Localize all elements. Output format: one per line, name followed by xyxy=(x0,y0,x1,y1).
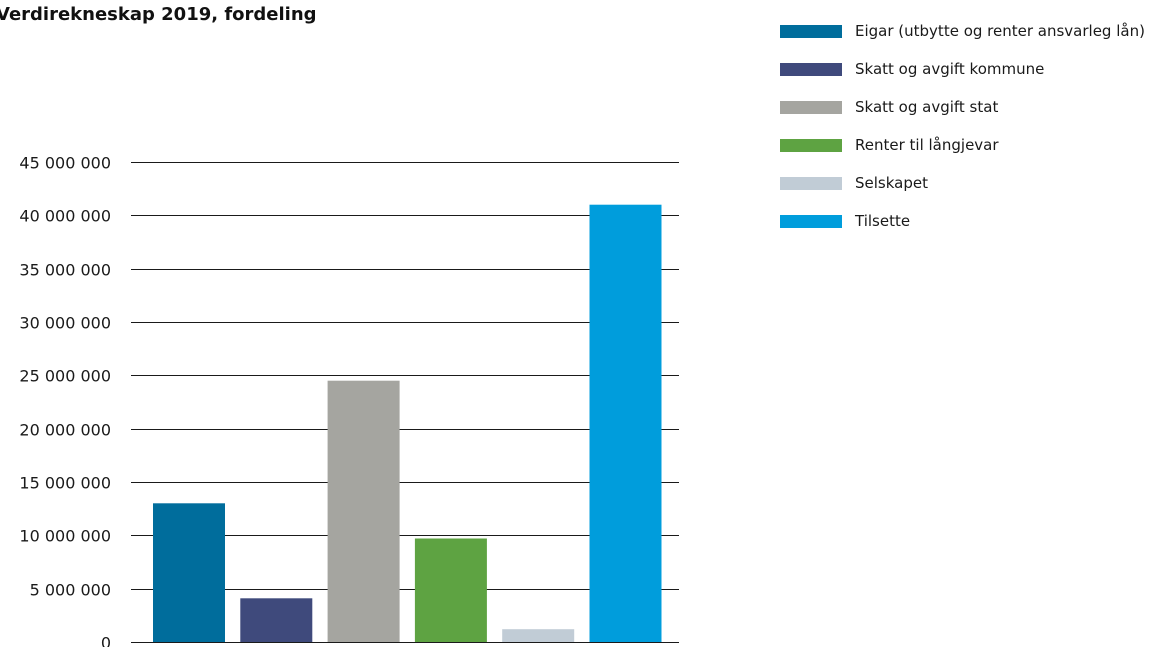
y-tick-label: 0 xyxy=(101,634,111,647)
bar xyxy=(240,598,313,642)
y-axis-tick-labels: 0 5 000 000 10 000 000 15 000 000 20 000 000… xyxy=(19,154,111,647)
legend-label: Selskapet xyxy=(855,174,928,192)
y-tick-label: 40 000 000 xyxy=(19,207,111,226)
legend-swatch xyxy=(780,24,842,38)
legend-swatch xyxy=(780,214,842,228)
y-tick-label: 20 000 000 xyxy=(19,421,111,440)
legend-item: Skatt og avgift stat xyxy=(780,88,1145,126)
legend-label: Tilsette xyxy=(855,212,911,230)
chart-legend: Eigar (utbytte og renter ansvarleg lån) S… xyxy=(780,12,1145,240)
gridlines xyxy=(131,162,679,643)
y-tick-label: 5 000 000 xyxy=(30,581,111,600)
legend-item: Skatt og avgift kommune xyxy=(780,50,1145,88)
legend-swatch xyxy=(780,62,842,76)
legend-label: Skatt og avgift stat xyxy=(855,98,999,116)
legend-swatch xyxy=(780,100,842,114)
legend-label: Eigar (utbytte og renter ansvarleg lån) xyxy=(855,22,1145,40)
y-tick-label: 30 000 000 xyxy=(19,314,111,333)
bar xyxy=(414,538,487,642)
bar xyxy=(327,380,400,642)
legend-swatch xyxy=(780,138,842,152)
y-tick-label: 25 000 000 xyxy=(19,367,111,386)
bars xyxy=(153,204,662,642)
y-tick-label: 10 000 000 xyxy=(19,527,111,546)
legend-item: Eigar (utbytte og renter ansvarleg lån) xyxy=(780,12,1145,50)
legend-swatch xyxy=(780,176,842,190)
bar xyxy=(589,204,662,642)
bar xyxy=(502,629,575,642)
legend-item: Selskapet xyxy=(780,164,1145,202)
chart-title: Verdirekneskap 2019, fordeling xyxy=(0,4,317,25)
legend-item: Tilsette xyxy=(780,202,1145,240)
legend-label: Skatt og avgift kommune xyxy=(855,60,1045,78)
y-tick-label: 35 000 000 xyxy=(19,261,111,280)
y-tick-label: 15 000 000 xyxy=(19,474,111,493)
bar xyxy=(153,503,225,642)
y-tick-label: 45 000 000 xyxy=(19,154,111,173)
legend-item: Renter til långjevar xyxy=(780,126,1145,164)
legend-label: Renter til långjevar xyxy=(855,136,999,154)
